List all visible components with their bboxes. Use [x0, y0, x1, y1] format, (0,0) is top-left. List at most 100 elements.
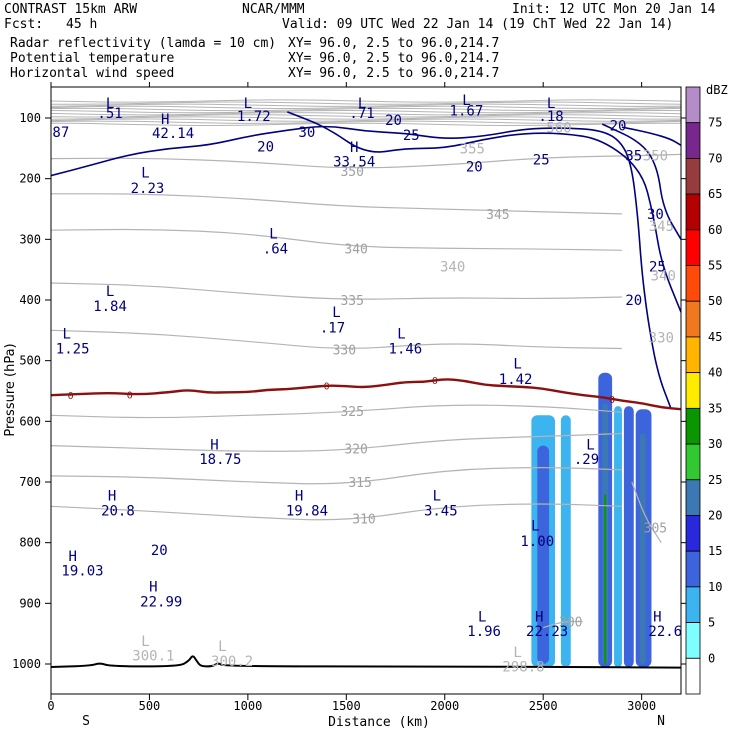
colorbar-label-35: 35	[708, 401, 722, 415]
annotation-16: 2.23	[131, 181, 165, 197]
annotation-26: 1.46	[389, 342, 423, 358]
theta-label-350: 350	[340, 165, 363, 180]
valid-label: Valid: 09 UTC Wed 22 Jan 14 (19 ChT Wed …	[282, 17, 673, 32]
theta-contour-350	[51, 153, 681, 169]
colorbar-swatch-2	[685, 586, 701, 623]
annotation-8: .71	[349, 106, 374, 122]
colorbar-label-60: 60	[708, 223, 722, 237]
colorbar-label-0: 0	[708, 651, 715, 665]
freezing-level-label-0: 0	[68, 391, 74, 402]
annotation-73: 340	[440, 260, 465, 276]
reflectivity-cell-2	[560, 415, 571, 668]
annotation-57: 30	[299, 125, 316, 141]
stratosphere-theta-line-3	[51, 105, 681, 109]
colorbar: 0 5 10 15 20 25 30 35 40 45 50 55 60 65 70 75 dBZ	[685, 83, 728, 695]
colorbar-label-45: 45	[708, 330, 722, 344]
colorbar-label-30: 30	[708, 437, 722, 451]
colorbar-swatch-9	[685, 336, 701, 374]
annotation-70: 355	[460, 141, 485, 157]
theta-contour-330	[51, 329, 622, 350]
annotation-0: L	[106, 96, 114, 112]
x-tick-label-1000: 1000	[233, 699, 262, 713]
y-tick-label-300: 300	[19, 232, 41, 246]
theta-label-345: 345	[486, 208, 509, 223]
annotation-68: 298.8	[502, 659, 544, 675]
wind-contour-35-3	[621, 126, 681, 146]
theta-label-335: 335	[340, 294, 363, 309]
annotation-62: 35	[625, 149, 642, 165]
header: CONTRAST 15km ARW NCAR/MMM Init: 12 UTC …	[4, 2, 716, 81]
annotation-46: 1.96	[467, 624, 501, 640]
annotation-22: .17	[320, 320, 345, 336]
freezing-level-label-4: 0	[609, 395, 615, 406]
stratosphere-theta-line-5	[51, 109, 681, 114]
annotation-20: 1.84	[93, 299, 127, 315]
annotation-9: L	[462, 93, 470, 109]
annotation-64: 300.1	[132, 649, 174, 665]
stratosphere-theta-line-9	[51, 118, 681, 122]
y-tick-label-900: 900	[19, 596, 41, 610]
annotation-36: 19.84	[286, 504, 328, 520]
colorbar-label-75: 75	[708, 116, 722, 130]
colorbar-swatch-16	[685, 86, 701, 124]
annotation-56: 25	[533, 152, 550, 168]
colorbar-label-55: 55	[708, 259, 722, 273]
annotation-21: L	[332, 305, 340, 321]
colorbar-swatch-11	[685, 265, 701, 302]
theta-label-325: 325	[340, 405, 363, 420]
annotation-1: .51	[97, 106, 122, 122]
x-tick-label-3000: 3000	[627, 699, 656, 713]
reflectivity-cell-7	[623, 406, 634, 668]
colorbar-swatch-8	[685, 372, 701, 409]
annotation-69: 560	[546, 121, 571, 137]
annotation-24: 1.25	[56, 342, 90, 358]
y-tick-label-400: 400	[19, 293, 41, 307]
annotation-6: 1.72	[237, 109, 271, 125]
stratosphere-theta-line-4	[51, 107, 681, 112]
annotation-72: 345	[649, 219, 674, 235]
annotation-15: L	[141, 166, 149, 182]
field-1-xy: XY= 96.0, 2.5 to 96.0,214.7	[288, 36, 499, 51]
x-tick-label-2500: 2500	[529, 699, 558, 713]
plot-frame	[50, 86, 682, 695]
annotation-17: L	[269, 226, 277, 242]
y-tick-label-100: 100	[19, 111, 41, 125]
annotation-31: L	[586, 437, 594, 453]
freezing-level-label-2: 0	[324, 382, 330, 393]
colorbar-label-10: 10	[708, 580, 722, 594]
annotation-23: L	[63, 326, 71, 342]
freezing-level-line	[51, 378, 681, 411]
annotation-10: 1.67	[450, 104, 484, 120]
terrain-line	[51, 655, 681, 669]
annotation-7: L	[358, 96, 366, 112]
model-label: CONTRAST 15km ARW	[4, 2, 137, 17]
annotation-33: H	[108, 488, 116, 504]
theta-contour-320	[51, 432, 622, 452]
colorbar-label-70: 70	[708, 151, 722, 165]
colorbar-swatch-5	[685, 479, 701, 516]
fcst-value: 45 h	[66, 17, 97, 32]
freezing-level-label-3: 0	[432, 376, 438, 387]
theta-label-320: 320	[344, 443, 367, 458]
wind-contour-25-1	[287, 111, 681, 313]
annotation-28: 1.42	[499, 372, 533, 388]
theta-label-305: 305	[644, 522, 667, 537]
annotation-34: 20.8	[101, 504, 135, 520]
annotation-35: H	[295, 488, 303, 504]
annotation-38: 3.45	[424, 504, 458, 520]
x-tick-label-0: 0	[47, 699, 54, 713]
annotation-50: 22.6	[648, 624, 682, 640]
annotation-27: L	[513, 357, 521, 373]
theta-contour-340	[51, 228, 622, 251]
colorbar-label-65: 65	[708, 187, 722, 201]
annotation-59: 25	[649, 260, 666, 276]
annotation-58: 30	[647, 207, 664, 223]
init-label: Init: 12 UTC Mon 20 Jan 14	[512, 2, 716, 17]
stratosphere-theta-line-6	[51, 112, 681, 116]
colorbar-swatch-12	[685, 229, 701, 266]
stratosphere-theta-band	[51, 99, 681, 127]
y-tick-label-700: 700	[19, 475, 41, 489]
colorbar-swatch-10	[685, 300, 701, 338]
annotation-75: 330	[649, 331, 674, 347]
